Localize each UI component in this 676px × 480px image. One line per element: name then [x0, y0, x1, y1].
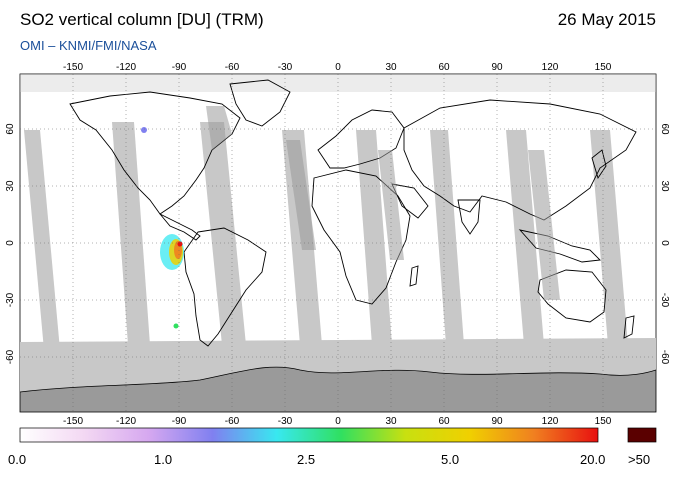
lon-tick-top: 150 — [595, 62, 612, 73]
lon-tick-top: 0 — [335, 62, 341, 73]
australia — [537, 269, 607, 323]
arabia — [391, 183, 429, 219]
madagascar — [409, 265, 419, 287]
lon-tick-top: -150 — [63, 62, 83, 73]
lon-tick-top: -120 — [116, 62, 136, 73]
land-in-gaps — [206, 106, 560, 300]
so2-plume — [141, 127, 184, 329]
colorbar-overflow-label: >50 — [628, 452, 651, 467]
lat-ticks-right: 60 30 0 -30 -60 — [659, 123, 670, 364]
lon-ticks-bottom: -150 -120 -90 -60 -30 0 30 60 90 120 150 — [63, 416, 612, 427]
lat-tick-right: 0 — [659, 240, 670, 246]
lon-tick-bottom: -120 — [116, 416, 136, 427]
lon-tick-top: 30 — [385, 62, 397, 73]
data-source: OMI – KNMI/FMI/NASA — [20, 38, 157, 53]
lat-tick-right: 30 — [659, 180, 670, 192]
north-america — [69, 91, 241, 215]
lon-tick-top: 90 — [491, 62, 503, 73]
lat-tick-left: 30 — [5, 180, 16, 192]
colorbar-label: 5.0 — [441, 452, 460, 467]
colorbar-overflow — [627, 427, 657, 443]
lon-ticks-top: -150 -120 -90 -60 -30 0 30 60 90 120 150 — [63, 62, 612, 73]
lon-tick-bottom: -30 — [278, 416, 293, 427]
central-america — [159, 213, 201, 241]
new-zealand — [623, 315, 635, 339]
lon-tick-bottom: 60 — [438, 416, 450, 427]
lat-tick-right: -60 — [659, 350, 670, 365]
colorbar-label: 20.0 — [580, 452, 606, 467]
lat-tick-left: 0 — [5, 240, 16, 246]
europe — [317, 109, 405, 169]
lat-tick-left: -30 — [5, 292, 16, 307]
lon-tick-bottom: 150 — [595, 416, 612, 427]
lon-tick-bottom: -150 — [63, 416, 83, 427]
colorbar-label: 2.5 — [297, 452, 316, 467]
lon-tick-bottom: 120 — [542, 416, 559, 427]
japan — [591, 149, 607, 180]
lon-tick-top: 120 — [542, 62, 559, 73]
lon-tick-bottom: 0 — [335, 416, 341, 427]
lat-tick-left: 60 — [5, 123, 16, 135]
lon-tick-top: -90 — [172, 62, 187, 73]
graticule — [20, 74, 656, 412]
lon-tick-bottom: 30 — [385, 416, 397, 427]
india — [457, 199, 481, 235]
lon-tick-bottom: 90 — [491, 416, 503, 427]
lat-tick-left: -60 — [5, 349, 16, 364]
colorbar — [19, 427, 599, 443]
colorbar-label: 0.0 — [8, 452, 27, 467]
greenland — [229, 79, 291, 127]
south-america — [183, 227, 267, 347]
lon-tick-bottom: -90 — [172, 416, 187, 427]
map-date: 26 May 2015 — [557, 10, 656, 29]
lon-tick-top: -60 — [225, 62, 240, 73]
colorbar-label: 1.0 — [154, 452, 173, 467]
lat-tick-right: -30 — [659, 293, 670, 308]
map-title: SO2 vertical column [DU] (TRM) — [20, 10, 264, 29]
lon-tick-top: -30 — [278, 62, 293, 73]
lat-tick-right: 60 — [659, 123, 670, 135]
lat-ticks-left: 60 30 0 -30 -60 — [5, 123, 16, 364]
lon-tick-top: 60 — [438, 62, 450, 73]
lon-tick-bottom: -60 — [225, 416, 240, 427]
